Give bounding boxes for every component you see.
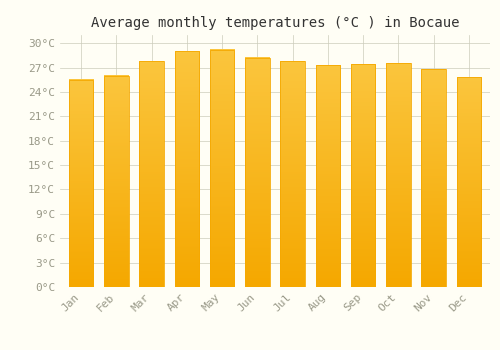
Bar <box>69 80 94 287</box>
Bar <box>422 69 446 287</box>
Bar <box>280 61 305 287</box>
Bar <box>245 58 270 287</box>
Bar <box>140 61 164 287</box>
Bar <box>174 51 199 287</box>
Bar <box>351 64 376 287</box>
Bar <box>386 63 410 287</box>
Bar <box>316 65 340 287</box>
Title: Average monthly temperatures (°C ) in Bocaue: Average monthly temperatures (°C ) in Bo… <box>91 16 459 30</box>
Bar <box>210 50 234 287</box>
Bar <box>104 76 128 287</box>
Bar <box>456 77 481 287</box>
